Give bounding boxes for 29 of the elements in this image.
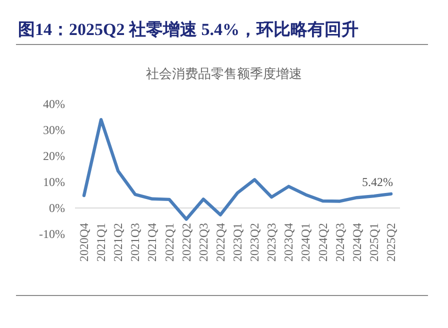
- x-tick-label: 2023Q4: [282, 223, 296, 262]
- y-tick-label: 30%: [43, 123, 65, 138]
- x-tick-label: 2025Q1: [366, 223, 381, 262]
- x-tick-label: 2020Q4: [77, 223, 91, 262]
- line-series: [82, 118, 393, 221]
- chart-subtitle: 社会消费品零售额季度增速: [146, 66, 302, 81]
- x-tick-label: 2024Q1: [298, 223, 313, 262]
- x-tick-label: 2022Q4: [213, 223, 228, 262]
- x-tick-label: 2022Q2: [179, 223, 194, 262]
- x-tick-label: 2022Q1: [162, 223, 176, 262]
- y-tick-label: 0%: [49, 201, 65, 216]
- x-tick-label: 2021Q2: [111, 223, 126, 262]
- x-tick-label: 2023Q2: [248, 223, 262, 262]
- x-tick-label: 2025Q2: [384, 223, 398, 262]
- x-tick-label: 2021Q1: [94, 223, 108, 262]
- y-tick-label: 20%: [43, 149, 65, 164]
- x-tick-label: 2021Q3: [128, 223, 142, 262]
- annotation: 5.42%: [362, 174, 393, 189]
- x-tick-label: 2022Q3: [196, 223, 210, 262]
- y-tick-label: 10%: [43, 175, 65, 190]
- x-tick-label: 2024Q2: [316, 223, 330, 262]
- y-tick-label: 40%: [43, 97, 65, 112]
- chart-title: 图14：2025Q2 社零增速 5.4%，环比略有回升: [18, 20, 358, 39]
- x-tick-label: 2024Q3: [332, 223, 347, 262]
- x-tick-label: 2023Q3: [264, 223, 279, 262]
- y-tick-label: -10%: [39, 227, 65, 242]
- x-tick-label: 2024Q4: [350, 223, 364, 262]
- x-tick-label: 2023Q1: [230, 223, 244, 262]
- x-tick-label: 2021Q4: [145, 223, 160, 262]
